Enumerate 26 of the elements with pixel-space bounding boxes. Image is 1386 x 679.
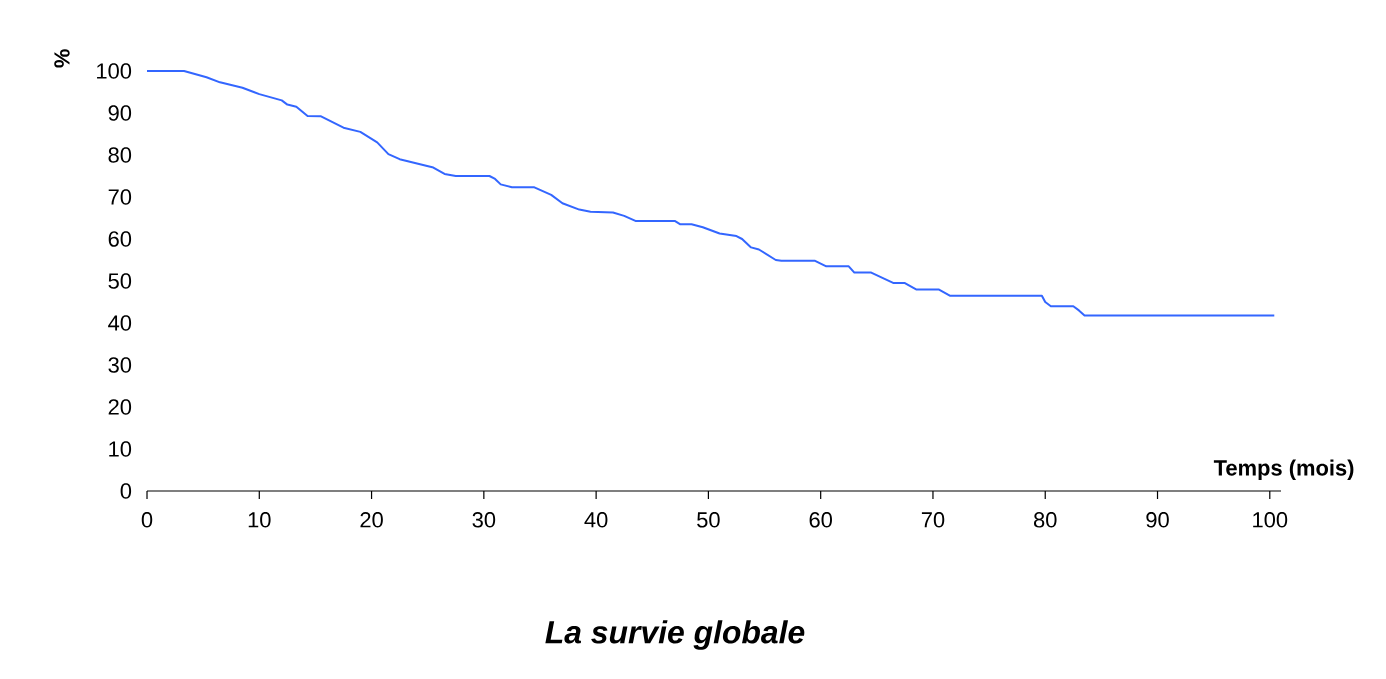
x-tick-label: 70	[921, 512, 945, 528]
y-tick-label: 70	[108, 189, 132, 205]
y-axis-title: %	[54, 49, 70, 68]
x-axis-title: Temps (mois)	[1213, 459, 1354, 480]
x-tick-label: 10	[248, 512, 271, 528]
y-tick-label: 90	[108, 105, 132, 121]
x-tick-label: 0	[141, 512, 153, 528]
y-tick-label: 10	[109, 441, 132, 457]
x-tick-label: 20	[360, 512, 383, 528]
text: La survie globale	[545, 620, 805, 650]
x-tick-label: 30	[472, 512, 496, 528]
y-tick-label: 80	[108, 147, 132, 163]
y-tick-label: 100	[97, 63, 132, 79]
y-tick-label: 20	[108, 399, 132, 415]
x-tick-label: 60	[809, 512, 832, 528]
x-tick-label: 50	[697, 512, 720, 528]
y-tick-label: 30	[108, 357, 132, 373]
y-tick-label: 0	[120, 483, 132, 499]
x-tick-label: 90	[1146, 512, 1169, 528]
line-series	[146, 69, 1276, 317]
y-tick-label: 40	[108, 315, 132, 331]
x-tick-label: 100	[1253, 512, 1288, 528]
y-tick-label: 60	[108, 231, 132, 247]
x-tick-label: 80	[1033, 512, 1057, 528]
x-tick-label: 40	[584, 512, 608, 528]
y-tick-label: 50	[108, 273, 132, 289]
